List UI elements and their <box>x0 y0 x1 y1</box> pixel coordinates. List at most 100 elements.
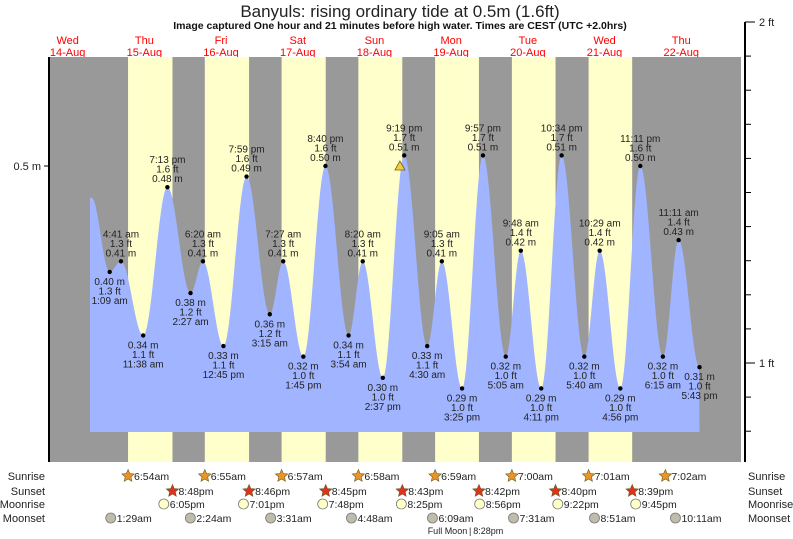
day-date: 21-Aug <box>587 47 622 59</box>
low-tide-label: 1.0 ft <box>609 403 631 414</box>
sunrise-icon <box>274 468 289 482</box>
high-tide-label: 1.3 ft <box>352 239 374 250</box>
high-tide-label: 1.4 ft <box>668 218 690 229</box>
low-tide-label: 1:45 pm <box>285 381 321 392</box>
high-tide-point <box>439 259 445 264</box>
sunrise-time: 7:00am <box>518 471 553 483</box>
sunrise-icon <box>121 468 135 482</box>
high-tide-point <box>402 153 407 158</box>
low-tide-point <box>459 386 465 391</box>
high-tide-label: 0.50 m <box>625 153 656 164</box>
low-tide-label: 1.3 ft <box>99 286 121 297</box>
high-tide-label: 9:57 pm <box>465 123 501 134</box>
axes: 0.5 m 2 ft 1 ft <box>13 17 774 462</box>
sunset-time: 8:40pm <box>562 486 597 498</box>
moonset-time: 10:11am <box>681 513 721 525</box>
sunrise-row-label: Sunrise <box>8 471 45 483</box>
high-tide-label: 0.41 m <box>106 248 137 259</box>
sunset-icon <box>625 483 640 497</box>
moonset-icon <box>346 512 357 524</box>
high-tide-point <box>597 248 602 253</box>
day-date: 14-Aug <box>50 47 85 59</box>
low-tide-label: 1.0 ft <box>573 371 595 382</box>
low-tide-label: 4:30 am <box>409 370 445 381</box>
moonset-row-label: Moonset <box>3 513 45 525</box>
moonset-time: 2:24am <box>196 513 231 525</box>
high-tide-point <box>323 163 328 169</box>
tide-curve <box>90 155 700 432</box>
high-tide-label: 0.48 m <box>152 174 183 185</box>
low-tide-label: 0.36 m <box>254 319 285 330</box>
moonset-time: 6:09am <box>438 513 473 525</box>
high-tide-label: 0.51 m <box>546 142 577 153</box>
low-tide-point <box>539 386 544 391</box>
low-tide-label: 2:27 am <box>172 317 208 328</box>
high-tide-label: 4:41 am <box>103 229 139 240</box>
sunset-time: 8:46pm <box>255 486 290 498</box>
low-tide-label: 0.32 m <box>288 362 319 373</box>
moonrise-icon <box>630 498 642 510</box>
low-tide-label: 0.40 m <box>94 277 125 288</box>
high-tide-label: 1.6 ft <box>314 144 336 155</box>
day-date: 15-Aug <box>127 47 162 59</box>
high-tide-point <box>559 153 564 158</box>
warning-triangle-icon <box>394 160 406 171</box>
moon-phase-label: Full Moon <box>428 526 468 536</box>
low-tide-label: 0.30 m <box>368 383 399 394</box>
high-tide-label: 1.7 ft <box>550 133 572 144</box>
low-tide-label: 5:40 am <box>566 381 602 392</box>
moonset-time: 1:29am <box>117 513 152 525</box>
low-tide-label: 1.1 ft <box>337 350 359 361</box>
moonset-row-label: Moonset <box>748 513 790 525</box>
low-tide-label: 4:11 pm <box>524 412 559 423</box>
high-tide-point <box>281 259 286 264</box>
low-tide-label: 5:43 pm <box>681 391 717 402</box>
day-date: 16-Aug <box>203 47 238 59</box>
water-area <box>90 155 700 432</box>
chart-subtitle: Image captured One hour and 21 minutes b… <box>173 20 626 32</box>
sunset-icon <box>242 483 256 497</box>
sunrise-icon <box>197 468 212 482</box>
sunset-time: 8:45pm <box>332 486 367 498</box>
moonrise-icon <box>317 498 329 510</box>
high-tide-label: 1.6 ft <box>235 154 257 165</box>
sunset-time: 8:48pm <box>178 486 213 498</box>
day-weekday: Sat <box>289 35 306 47</box>
high-tide-point <box>244 174 249 179</box>
high-tide-label: 1.7 ft <box>393 133 415 144</box>
low-tide-label: 0.32 m <box>569 362 600 373</box>
low-tide-label: 5:05 am <box>488 381 524 392</box>
sunrise-icon <box>351 468 366 482</box>
low-tide-label: 0.33 m <box>412 351 443 362</box>
low-tide-label: 4:56 pm <box>602 412 638 423</box>
sunset-time: 8:43pm <box>408 486 443 498</box>
high-tide-label: 0.42 m <box>584 238 615 249</box>
moonrise-icon <box>395 498 407 510</box>
day-weekday: Fri <box>215 35 228 47</box>
moonset-icon <box>265 512 277 524</box>
moonset-icon <box>589 512 600 524</box>
low-tide-label: 1.0 ft <box>652 371 674 382</box>
moonrise-time: 9:22pm <box>564 499 599 511</box>
low-tide-label: 1.0 ft <box>451 403 473 414</box>
day-weekday: Wed <box>56 35 78 47</box>
low-tide-label: 1.0 ft <box>688 382 710 393</box>
sunset-row-label: Sunset <box>748 486 782 498</box>
low-tide-label: 0.31 m <box>684 372 715 383</box>
high-tide-label: 0.41 m <box>268 248 299 259</box>
tide-labels: 0.40 m1.3 ft1:09 am4:41 am1.3 ft0.41 m0.… <box>92 123 718 423</box>
low-tide-point <box>660 354 666 359</box>
low-tide-label: 1.1 ft <box>416 361 438 372</box>
moonrise-icon <box>238 498 249 510</box>
low-tide-label: 0.32 m <box>648 362 679 373</box>
low-tide-point <box>188 290 193 296</box>
moonset-icon <box>184 512 196 524</box>
low-tide-label: 1.2 ft <box>259 329 281 340</box>
moonrise-time: 6:05pm <box>170 499 205 511</box>
high-tide-label: 6:20 am <box>185 229 221 240</box>
low-tide-point <box>107 269 112 275</box>
high-tide-label: 0.42 m <box>506 238 537 249</box>
chart-title: Banyuls: rising ordinary tide at 0.5m (1… <box>240 2 559 21</box>
sunrise-time: 6:57am <box>288 471 323 483</box>
high-tide-point <box>118 259 124 264</box>
